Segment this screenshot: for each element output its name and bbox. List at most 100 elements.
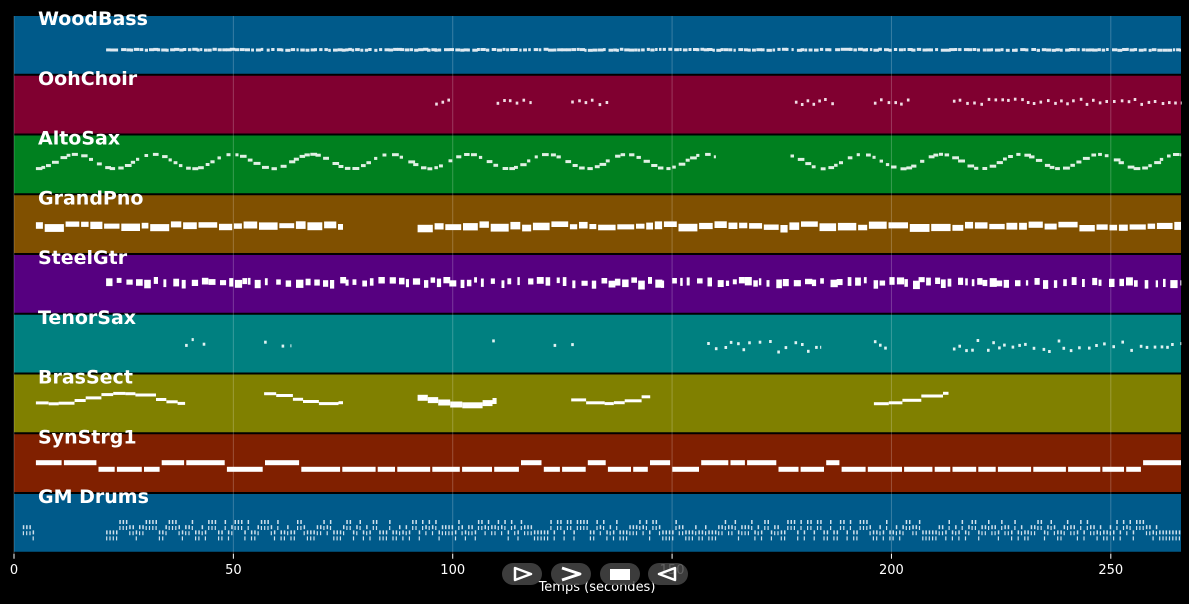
- note: [845, 47, 851, 51]
- note: [1180, 153, 1182, 157]
- note: [461, 531, 463, 536]
- note: [1037, 520, 1039, 524]
- note: [879, 531, 881, 536]
- note: [629, 525, 631, 530]
- note: [996, 161, 1003, 165]
- note: [145, 526, 147, 530]
- note: [304, 153, 310, 157]
- note: [707, 277, 712, 287]
- note: [326, 531, 328, 536]
- note: [106, 530, 108, 535]
- note: [787, 526, 789, 530]
- stop-button[interactable]: [600, 563, 640, 585]
- note: [1163, 278, 1166, 287]
- note: [774, 525, 776, 530]
- note: [1053, 531, 1055, 536]
- note: [1008, 155, 1013, 158]
- note: [385, 536, 387, 541]
- note: [888, 48, 892, 52]
- note: [1116, 520, 1118, 524]
- note: [438, 399, 451, 406]
- note: [580, 520, 582, 524]
- note: [227, 536, 230, 541]
- note: [520, 526, 522, 530]
- note: [422, 526, 424, 530]
- note: [556, 520, 559, 524]
- play-button[interactable]: [502, 563, 542, 585]
- note: [913, 280, 920, 290]
- note: [629, 531, 631, 536]
- note: [397, 47, 402, 51]
- note: [1142, 166, 1148, 170]
- note-group: [185, 338, 1182, 354]
- note: [359, 520, 361, 524]
- note: [290, 48, 296, 52]
- note: [873, 280, 879, 289]
- note: [1027, 536, 1029, 541]
- note: [198, 530, 200, 535]
- note: [873, 101, 877, 105]
- note: [314, 48, 317, 52]
- note: [415, 526, 417, 530]
- note: [693, 48, 698, 51]
- note: [543, 466, 560, 472]
- note: [869, 531, 871, 536]
- note: [626, 530, 628, 535]
- note: [424, 280, 429, 288]
- note: [492, 398, 497, 404]
- note: [796, 48, 803, 52]
- note: [978, 466, 996, 472]
- note: [696, 153, 700, 157]
- note: [171, 520, 174, 524]
- note: [1152, 536, 1154, 541]
- note: [412, 278, 421, 285]
- note: [925, 48, 931, 52]
- note: [1106, 48, 1109, 51]
- note: [646, 222, 653, 230]
- note: [603, 48, 606, 52]
- note: [620, 153, 626, 157]
- note: [379, 48, 383, 52]
- note: [474, 530, 477, 535]
- note: [201, 277, 209, 285]
- note: [349, 520, 352, 524]
- note-group: [35, 460, 1181, 472]
- note: [163, 279, 167, 288]
- note: [1176, 48, 1180, 52]
- note: [629, 153, 635, 157]
- note: [721, 531, 723, 536]
- note: [132, 525, 134, 530]
- note: [338, 401, 343, 405]
- note: [538, 48, 542, 52]
- note: [48, 402, 59, 406]
- note: [1034, 278, 1040, 285]
- note: [918, 520, 921, 524]
- note: [685, 536, 687, 541]
- note: [301, 466, 341, 472]
- note: [520, 163, 527, 167]
- note: [1090, 525, 1092, 530]
- note: [846, 530, 848, 535]
- note: [1085, 102, 1089, 106]
- note: [356, 525, 358, 530]
- fast-forward-button[interactable]: [551, 563, 591, 585]
- note: [612, 536, 615, 541]
- note: [155, 526, 157, 530]
- note: [324, 48, 328, 52]
- note: [337, 48, 343, 52]
- note: [921, 394, 943, 398]
- note: [1039, 100, 1043, 104]
- note: [96, 162, 102, 166]
- note: [668, 530, 671, 535]
- note: [553, 343, 557, 347]
- note: [790, 520, 792, 524]
- note: [456, 155, 462, 159]
- rewind-button[interactable]: [648, 563, 688, 585]
- note: [938, 525, 941, 530]
- note: [645, 526, 647, 530]
- x-tick-label: 50: [225, 563, 242, 578]
- note: [436, 278, 442, 288]
- note: [820, 278, 824, 284]
- note: [195, 530, 197, 535]
- note: [148, 520, 151, 524]
